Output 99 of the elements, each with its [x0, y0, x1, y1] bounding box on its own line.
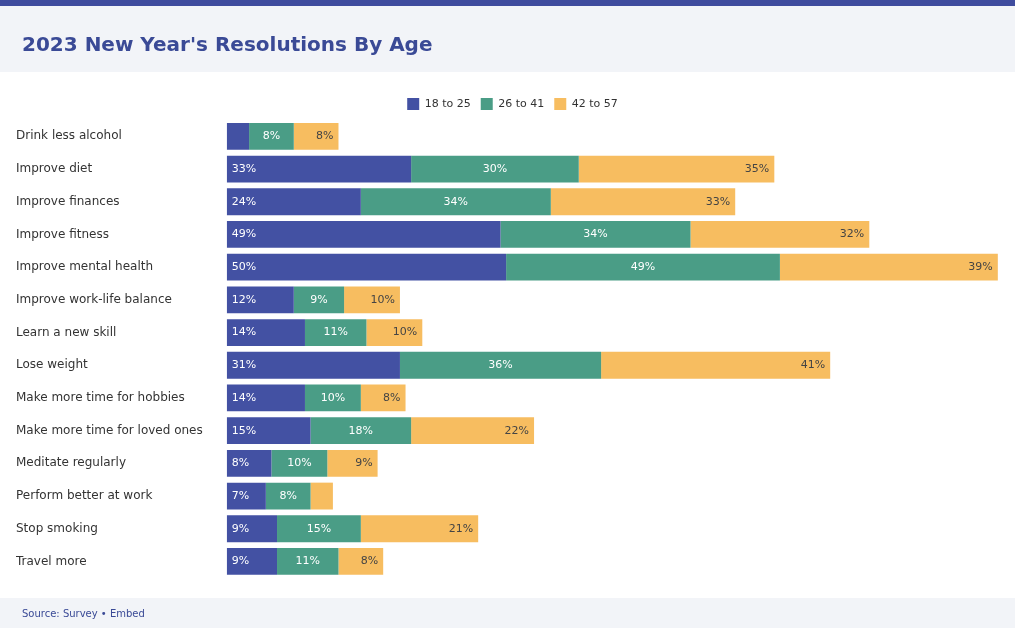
data-label: 50% — [231, 260, 257, 274]
y-tick-label: Improve mental health — [16, 259, 154, 274]
data-label: 8% — [262, 129, 281, 143]
bar — [578, 155, 775, 183]
y-tick-label: Lose weight — [16, 357, 89, 372]
bar — [344, 286, 400, 314]
bar — [399, 351, 602, 379]
data-label: 30% — [482, 161, 508, 175]
data-label: 33% — [705, 194, 731, 208]
data-label: 36% — [488, 358, 513, 372]
bar — [226, 417, 311, 445]
bar — [226, 449, 272, 477]
bar — [338, 548, 384, 575]
data-label: 49% — [231, 227, 257, 241]
data-label: 8% — [279, 488, 297, 502]
data-label: 9% — [310, 292, 328, 306]
data-label: 32% — [839, 227, 865, 241]
legend-label: 18 to 25 — [424, 96, 471, 110]
bar — [226, 221, 501, 248]
y-tick-label: Stop smoking — [16, 520, 98, 535]
bar — [690, 221, 870, 248]
bar — [226, 319, 305, 346]
bar — [411, 155, 579, 183]
data-label: 11% — [323, 325, 348, 339]
bar — [360, 515, 479, 543]
y-tick-label: Improve diet — [16, 161, 93, 176]
y-tick-label: Travel more — [15, 553, 87, 568]
bar — [327, 449, 378, 477]
data-label: 14% — [231, 390, 257, 404]
bar — [304, 384, 361, 412]
data-label: 7% — [231, 488, 250, 502]
legend-label: 26 to 41 — [498, 96, 545, 110]
y-tick-label: Make more time for hobbies — [16, 390, 185, 405]
data-label: 11% — [295, 554, 320, 568]
y-tick-label: Make more time for loved ones — [16, 422, 203, 437]
bar — [411, 417, 535, 445]
bar — [500, 221, 691, 248]
data-label: 35% — [744, 161, 770, 175]
data-label: 34% — [443, 194, 469, 208]
bar — [601, 351, 831, 379]
y-tick-label: Drink less alcohol — [16, 128, 122, 143]
bar — [226, 286, 294, 314]
chart-title: 2023 New Year's Resolutions By Age — [21, 31, 434, 56]
bar — [226, 351, 400, 379]
bar — [226, 188, 361, 216]
y-tick-label: Improve work-life balance — [16, 291, 172, 306]
data-label: 10% — [287, 456, 312, 470]
bar — [310, 482, 333, 510]
data-label: 24% — [231, 194, 257, 208]
data-label: 8% — [383, 390, 401, 404]
data-label: 14% — [231, 325, 257, 339]
data-label: 31% — [231, 358, 257, 372]
data-label: 10% — [320, 390, 346, 404]
y-tick-label: Perform better at work — [16, 488, 153, 503]
data-label: 8% — [231, 456, 250, 470]
data-label: 10% — [392, 325, 418, 339]
legend-label: 42 to 57 — [571, 96, 618, 110]
source-note: Source: Survey • Embed — [0, 598, 1015, 628]
data-label: 49% — [630, 260, 656, 274]
y-tick-label: Improve fitness — [16, 226, 109, 241]
data-label: 33% — [231, 161, 257, 175]
bar — [293, 286, 345, 314]
y-tick-label: Learn a new skill — [16, 324, 117, 339]
data-label: 15% — [306, 521, 332, 535]
bar — [277, 515, 361, 543]
data-label: 41% — [800, 358, 826, 372]
data-label: 8% — [360, 554, 379, 568]
bar — [779, 253, 998, 281]
bar — [226, 253, 507, 281]
data-label: 18% — [348, 423, 374, 437]
bar — [550, 188, 736, 216]
y-tick-label: Improve finances — [16, 193, 120, 208]
data-label: 9% — [231, 521, 250, 535]
bar — [366, 319, 423, 346]
bar — [293, 122, 339, 150]
data-label: 34% — [583, 227, 608, 241]
data-label: 22% — [504, 423, 530, 437]
bar — [271, 449, 328, 477]
bar — [226, 122, 250, 150]
bar — [360, 188, 551, 216]
bar — [277, 548, 339, 575]
bar — [310, 417, 412, 445]
bar — [360, 384, 406, 412]
bar — [226, 384, 305, 412]
bar — [226, 515, 278, 543]
bar — [226, 548, 278, 575]
data-label: 39% — [968, 260, 993, 274]
data-label: 15% — [231, 423, 257, 437]
data-label: 12% — [231, 292, 257, 306]
data-label: 21% — [448, 521, 474, 535]
data-label: 8% — [316, 129, 334, 143]
y-tick-label: Meditate regularly — [16, 455, 126, 470]
bar — [249, 122, 294, 150]
data-label: 9% — [231, 554, 250, 568]
bar — [304, 319, 367, 346]
data-label: 10% — [370, 292, 395, 306]
bar — [226, 155, 412, 183]
bar — [506, 253, 780, 281]
data-label: 9% — [355, 456, 373, 470]
